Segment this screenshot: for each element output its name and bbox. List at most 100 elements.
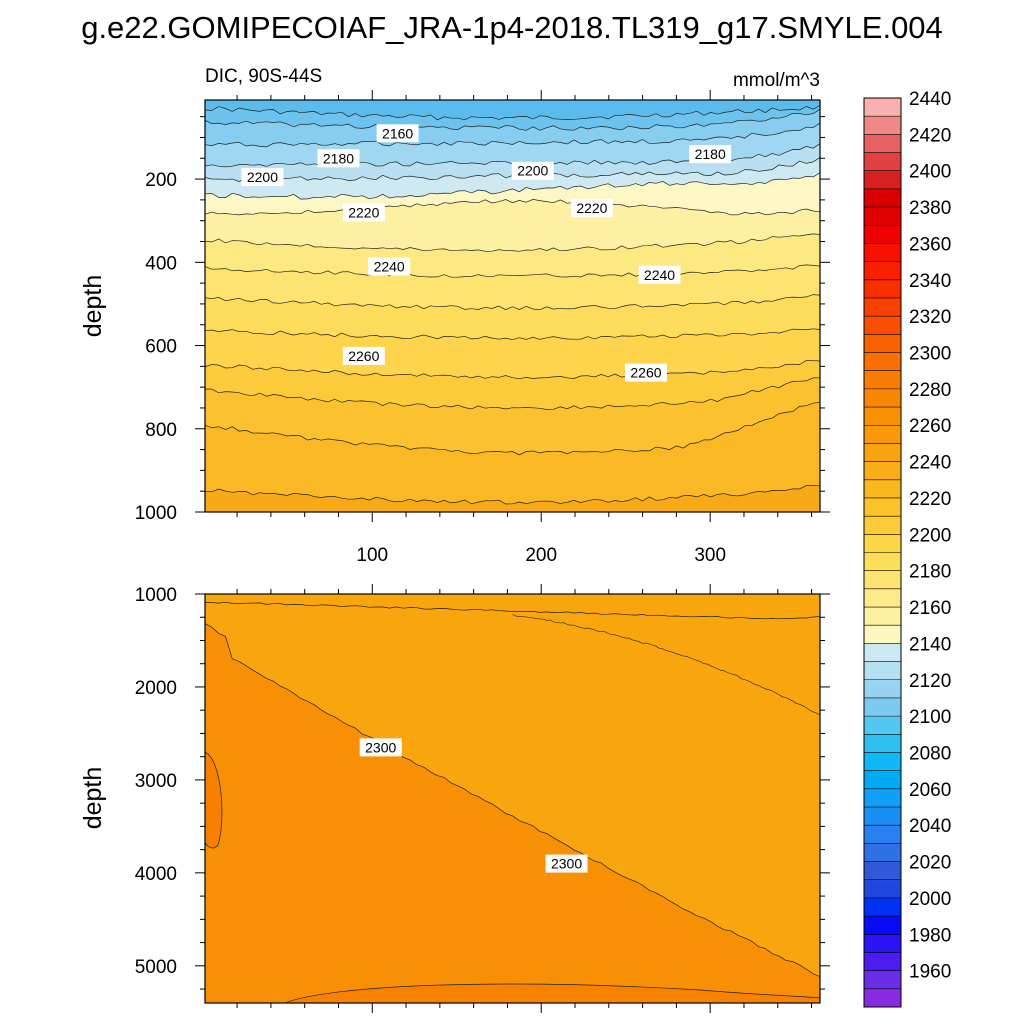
top-xtick-label-1: 200 (525, 545, 557, 566)
colorbar-swatch-49 (864, 98, 901, 117)
top-contour-label-box-2 (689, 145, 732, 164)
top-contour-label-9: 2260 (342, 346, 385, 365)
colorbar-swatch-10 (864, 807, 901, 826)
bot-contour-line-top (205, 601, 820, 620)
bot-contour-label-box-1 (545, 854, 588, 873)
colorbar-swatch-46 (864, 152, 901, 172)
top-contour-label-text-2: 2180 (695, 146, 726, 162)
top-contour-label-box-4 (511, 161, 554, 180)
colorbar-label-3: 2020 (909, 853, 951, 874)
bot-frame (204, 593, 821, 1004)
bot-ytick-label-4: 5000 (135, 957, 177, 978)
top-contour-label-2: 2180 (689, 145, 732, 164)
top-contour-line-15 (205, 485, 820, 505)
top-band-14 (205, 402, 820, 512)
colorbar-label-22: 2400 (909, 162, 951, 183)
colorbar-swatch-22 (864, 588, 901, 608)
figure-title: g.e22.GOMIPECOIAF_JRA-1p4-2018.TL319_g17… (81, 10, 943, 45)
top-contour-line-3 (205, 122, 820, 148)
top-contour-label-box-3 (241, 167, 284, 186)
top-ytick-label-4: 1000 (135, 503, 177, 524)
bot-ytick-label-3: 4000 (135, 864, 177, 885)
colorbar-label-9: 2140 (909, 634, 951, 655)
colorbar-label-23: 2420 (909, 125, 951, 146)
colorbar-label-16: 2280 (909, 380, 951, 401)
top-contour-line-12 (205, 360, 820, 380)
top-band-15 (205, 485, 820, 512)
top-contour-line-9 (205, 264, 820, 278)
top-contour-label-0: 2160 (376, 124, 419, 143)
colorbar-label-24: 2440 (909, 89, 951, 110)
top-ytick-label-0: 200 (145, 170, 177, 191)
bot-contour-line-2300 (205, 623, 820, 977)
colorbar-swatch-8 (864, 843, 901, 863)
colorbar-swatch-42 (864, 225, 901, 244)
top-right-label: mmol/m^3 (733, 70, 820, 91)
colorbar-swatch-18 (864, 661, 901, 681)
top-contour-label-text-6: 2220 (576, 200, 607, 216)
colorbar-swatch-31 (864, 425, 901, 444)
colorbar-swatch-28 (864, 479, 901, 499)
bot-floor-band (284, 983, 820, 1003)
colorbar-swatch-27 (864, 497, 901, 517)
top-contour-label-text-1: 2180 (323, 150, 354, 166)
bot-contour-fills (205, 594, 820, 1003)
colorbar-swatch-2 (864, 952, 901, 972)
top-frame (204, 99, 821, 513)
top-contour-label-box-10 (624, 363, 667, 382)
bot-contour-labels: 2300 2300 (359, 738, 588, 873)
colorbar-swatch-48 (864, 116, 901, 135)
colorbar-frame (863, 97, 902, 1008)
colorbar-swatch-29 (864, 461, 901, 481)
top-left-label: DIC, 90S-44S (205, 66, 322, 87)
top-contour-label-box-1 (317, 149, 360, 168)
bot-contour-label-1: 2300 (545, 854, 588, 873)
colorbar-swatch-40 (864, 261, 901, 281)
colorbar-swatch-21 (864, 607, 901, 626)
colorbar-swatch-3 (864, 934, 901, 953)
colorbar-label-19: 2340 (909, 271, 951, 292)
bot-contour-lines (205, 601, 820, 977)
colorbar-swatch-38 (864, 297, 901, 317)
top-contour-label-box-9 (342, 346, 385, 365)
top-contour-label-box-7 (368, 257, 411, 276)
colorbar-swatch-11 (864, 788, 901, 808)
colorbar-swatch-19 (864, 643, 901, 663)
top-contour-lines (205, 105, 820, 505)
colorbar-label-12: 2200 (909, 525, 951, 546)
colorbar-swatch-39 (864, 279, 901, 299)
colorbar-label-6: 2080 (909, 743, 951, 764)
top-contour-labels: 2160 2180 2180 2200 2200 2220 2220 2240 2240 2260… (241, 124, 732, 382)
top-contour-label-box-6 (570, 199, 613, 218)
top-ytick-label-2: 600 (145, 337, 177, 358)
top-contour-label-text-0: 2160 (382, 125, 413, 141)
top-ylabel: depth (79, 275, 107, 338)
colorbar-label-10: 2160 (909, 598, 951, 619)
top-contour-label-text-3: 2200 (247, 169, 278, 185)
colorbar-label-17: 2300 (909, 344, 951, 365)
colorbar-swatch-30 (864, 443, 901, 463)
colorbar-swatch-25 (864, 534, 901, 553)
colorbar-swatch-17 (864, 679, 901, 699)
colorbar-swatch-35 (864, 352, 901, 372)
top-contour-label-text-5: 2220 (348, 204, 379, 220)
colorbar-swatch-20 (864, 625, 901, 644)
colorbar-swatch-37 (864, 316, 901, 335)
top-contour-label-8: 2240 (638, 265, 681, 284)
colorbar-label-14: 2240 (909, 453, 951, 474)
top-axis-ticks: 100 200 300 200 400 600 800 1000 (135, 90, 830, 566)
colorbar-swatch-4 (864, 916, 901, 935)
bot-contour-line-mid (512, 614, 820, 716)
top-contour-label-box-0 (376, 124, 419, 143)
colorbar-swatch-34 (864, 370, 901, 390)
colorbar-swatch-23 (864, 570, 901, 590)
colorbar-label-20: 2360 (909, 234, 951, 255)
colorbar-swatch-32 (864, 407, 901, 426)
colorbar-label-13: 2220 (909, 489, 951, 510)
top-contour-label-box-5 (342, 203, 385, 222)
top-contour-label-7: 2240 (368, 257, 411, 276)
top-contour-label-text-8: 2240 (644, 267, 675, 283)
bot-contour-label-box-0 (359, 738, 402, 757)
